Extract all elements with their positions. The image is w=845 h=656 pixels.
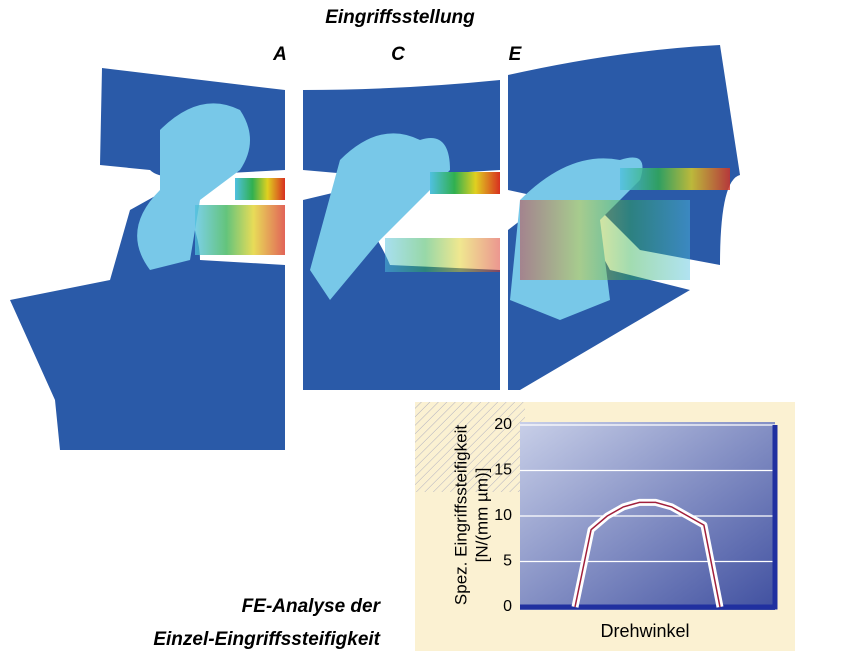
x-axis-label: Drehwinkel <box>600 621 689 641</box>
position-label: C <box>391 44 405 65</box>
figure: Eingriffsstellung A C E FE-Analyse der E… <box>0 0 845 651</box>
panel-e <box>508 45 740 390</box>
position-label: E <box>509 44 523 65</box>
panel-a <box>10 68 285 450</box>
caption: FE-Analyse der <box>242 596 382 617</box>
position-label: A <box>272 44 287 65</box>
figure-title: Eingriffsstellung <box>325 7 475 28</box>
y-axis-label: [N/(mm µm)] <box>472 468 491 563</box>
y-tick-label: 0 <box>503 598 512 615</box>
panel-c <box>303 80 500 390</box>
fe-images <box>10 45 740 450</box>
y-tick-label: 10 <box>494 507 512 524</box>
y-axis-label: Spez. Eingriffssteifigkeit <box>451 425 470 605</box>
y-tick-label: 15 <box>494 462 512 479</box>
y-tick-label: 20 <box>494 416 512 433</box>
caption: Einzel-Eingriffssteifigkeit <box>153 629 380 650</box>
y-tick-label: 5 <box>503 553 512 570</box>
